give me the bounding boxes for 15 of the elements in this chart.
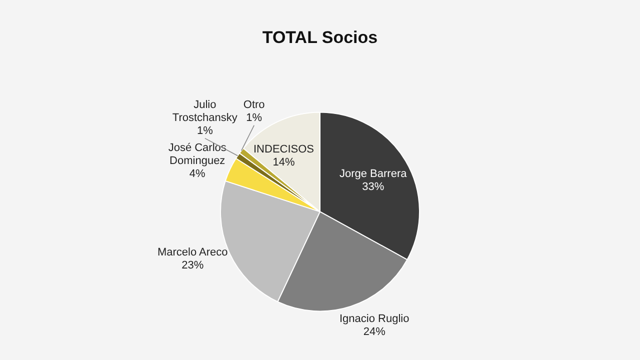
data-label: 23% [182, 260, 204, 272]
data-label: 4% [189, 168, 206, 180]
chart-title: TOTAL Socios [262, 28, 378, 47]
data-label: 33% [362, 180, 384, 193]
data-label: 14% [272, 156, 295, 168]
slice-label: Jorge Barrera [339, 168, 408, 180]
data-label: 24% [363, 326, 386, 338]
slice-label: Otro [243, 98, 265, 111]
slice-label: Marcelo Areco [157, 246, 228, 259]
slice-label: INDECISOS [253, 143, 314, 156]
slice-label: José Carlos Dominguez [168, 142, 227, 167]
slice-label: Julio Trostchansky [172, 98, 238, 124]
data-label: 1% [196, 124, 214, 137]
slice-label: Ignacio Ruglio [339, 312, 410, 325]
data-label: 1% [246, 112, 262, 124]
